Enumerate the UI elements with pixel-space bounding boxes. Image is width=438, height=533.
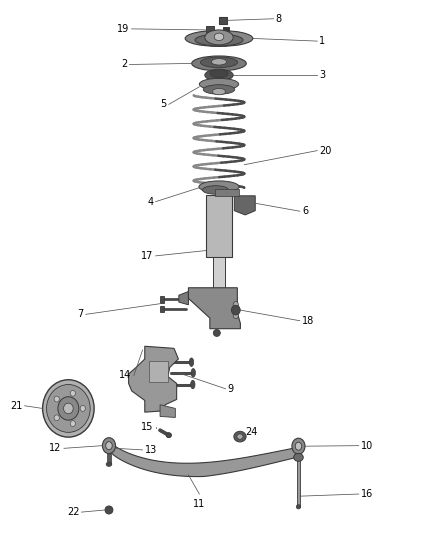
Polygon shape xyxy=(129,346,178,412)
Text: 24: 24 xyxy=(245,427,258,438)
Bar xyxy=(107,453,111,464)
Polygon shape xyxy=(160,405,175,417)
Ellipse shape xyxy=(212,59,226,65)
Ellipse shape xyxy=(296,505,300,509)
Bar xyxy=(206,26,214,32)
Ellipse shape xyxy=(106,462,112,466)
Ellipse shape xyxy=(70,390,75,396)
Text: 9: 9 xyxy=(228,384,234,394)
Text: 3: 3 xyxy=(319,70,325,80)
Text: 12: 12 xyxy=(49,443,62,453)
Ellipse shape xyxy=(195,34,243,46)
Ellipse shape xyxy=(80,406,85,411)
Text: 21: 21 xyxy=(10,401,22,411)
Text: 17: 17 xyxy=(141,251,153,261)
Text: 4: 4 xyxy=(147,197,153,207)
Ellipse shape xyxy=(295,442,302,450)
Ellipse shape xyxy=(191,368,195,377)
Ellipse shape xyxy=(189,358,194,367)
Ellipse shape xyxy=(212,88,226,95)
Ellipse shape xyxy=(231,305,240,315)
Text: 22: 22 xyxy=(67,507,79,517)
Ellipse shape xyxy=(213,329,220,336)
Ellipse shape xyxy=(70,421,75,426)
Ellipse shape xyxy=(58,397,79,420)
Bar xyxy=(223,27,230,33)
Polygon shape xyxy=(188,288,240,329)
Text: 2: 2 xyxy=(121,60,127,69)
Polygon shape xyxy=(109,440,298,477)
Ellipse shape xyxy=(293,454,303,462)
Ellipse shape xyxy=(106,442,112,450)
Ellipse shape xyxy=(202,185,229,194)
Text: 11: 11 xyxy=(193,498,205,508)
Ellipse shape xyxy=(292,438,305,454)
Ellipse shape xyxy=(192,56,246,71)
Ellipse shape xyxy=(234,431,246,442)
Bar xyxy=(206,195,232,257)
Bar xyxy=(160,296,164,303)
Ellipse shape xyxy=(205,69,233,81)
Ellipse shape xyxy=(54,396,59,402)
Text: 14: 14 xyxy=(120,370,132,381)
Ellipse shape xyxy=(191,380,195,389)
Text: 13: 13 xyxy=(145,445,157,455)
Text: 16: 16 xyxy=(361,489,373,499)
Text: 7: 7 xyxy=(78,309,84,319)
Ellipse shape xyxy=(46,384,90,432)
Ellipse shape xyxy=(199,181,239,192)
Ellipse shape xyxy=(233,302,238,308)
Text: 20: 20 xyxy=(319,146,332,156)
Polygon shape xyxy=(149,361,168,382)
Ellipse shape xyxy=(54,415,59,421)
Text: 18: 18 xyxy=(302,316,314,326)
Ellipse shape xyxy=(166,433,171,438)
Text: 5: 5 xyxy=(160,99,166,109)
Bar xyxy=(213,257,225,296)
Ellipse shape xyxy=(64,403,73,414)
Text: 15: 15 xyxy=(141,422,153,432)
Polygon shape xyxy=(234,196,255,215)
Ellipse shape xyxy=(185,30,253,46)
Text: 6: 6 xyxy=(302,206,308,216)
Ellipse shape xyxy=(210,69,228,78)
Polygon shape xyxy=(215,189,239,196)
Ellipse shape xyxy=(42,379,94,437)
Text: 8: 8 xyxy=(276,14,282,24)
Bar xyxy=(219,17,227,24)
Text: 10: 10 xyxy=(361,441,373,451)
Ellipse shape xyxy=(166,433,171,438)
Polygon shape xyxy=(179,292,188,305)
Ellipse shape xyxy=(203,85,235,94)
Bar xyxy=(160,305,164,312)
Ellipse shape xyxy=(201,57,237,68)
Ellipse shape xyxy=(214,33,224,41)
Ellipse shape xyxy=(205,30,233,45)
Text: 1: 1 xyxy=(319,36,325,46)
Ellipse shape xyxy=(105,506,113,514)
Ellipse shape xyxy=(199,78,239,90)
Text: 19: 19 xyxy=(117,24,130,34)
Ellipse shape xyxy=(102,438,116,454)
Bar xyxy=(297,459,300,507)
Ellipse shape xyxy=(237,434,243,439)
Ellipse shape xyxy=(233,312,238,319)
